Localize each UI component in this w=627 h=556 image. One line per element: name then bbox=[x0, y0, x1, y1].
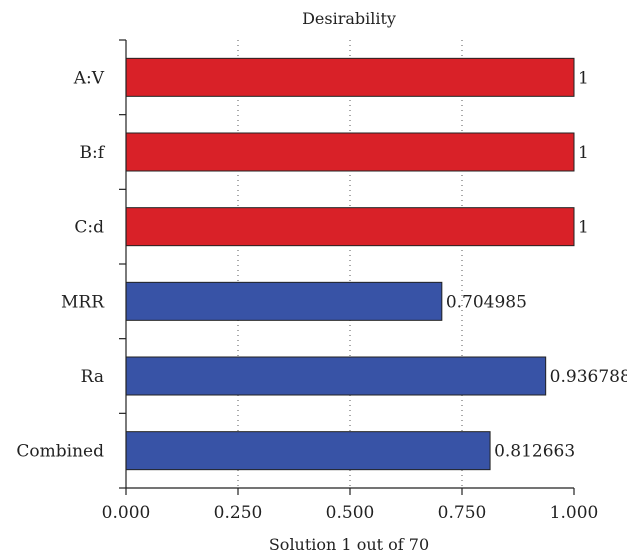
chart-title: Desirability bbox=[302, 9, 396, 28]
category-label: Ra bbox=[81, 367, 104, 387]
x-tick-label: 0.000 bbox=[102, 503, 151, 523]
value-label: 1 bbox=[578, 143, 589, 163]
x-tick-label: 1.000 bbox=[550, 503, 599, 523]
value-label: 1 bbox=[578, 68, 589, 88]
x-axis-label: Solution 1 out of 70 bbox=[269, 535, 429, 554]
grid-lines bbox=[237, 40, 463, 488]
category-label: B:f bbox=[79, 143, 105, 163]
bar bbox=[125, 356, 547, 396]
bar bbox=[125, 281, 443, 321]
value-label: 0.812663 bbox=[494, 442, 575, 462]
bars-group: A:V 1 B:f 1 C:d 1 MRR 0.704985 Ra 0.936788 Combine… bbox=[16, 57, 627, 471]
bar bbox=[125, 431, 491, 471]
bar bbox=[125, 132, 575, 172]
x-tick-label: 0.250 bbox=[214, 503, 263, 523]
value-label: 1 bbox=[578, 218, 589, 238]
value-label: 0.936788 bbox=[550, 367, 627, 387]
x-tick-label: 0.500 bbox=[326, 503, 375, 523]
bar bbox=[125, 207, 575, 247]
x-tick-label: 0.750 bbox=[438, 503, 487, 523]
axes-group: 0.000 0.250 0.500 0.750 1.000 bbox=[102, 39, 599, 523]
bar bbox=[125, 57, 575, 97]
category-label: C:d bbox=[74, 218, 104, 238]
value-label: 0.704985 bbox=[446, 292, 527, 312]
category-label: MRR bbox=[61, 292, 105, 312]
category-label: A:V bbox=[73, 68, 105, 88]
category-label: Combined bbox=[16, 442, 104, 462]
